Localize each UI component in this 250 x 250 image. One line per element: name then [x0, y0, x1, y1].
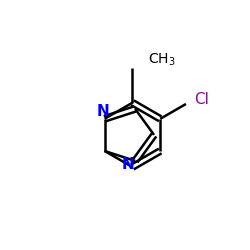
Text: N: N	[121, 157, 134, 172]
Text: N: N	[97, 104, 110, 119]
Text: CH$_3$: CH$_3$	[148, 51, 176, 68]
Text: Cl: Cl	[194, 92, 209, 107]
